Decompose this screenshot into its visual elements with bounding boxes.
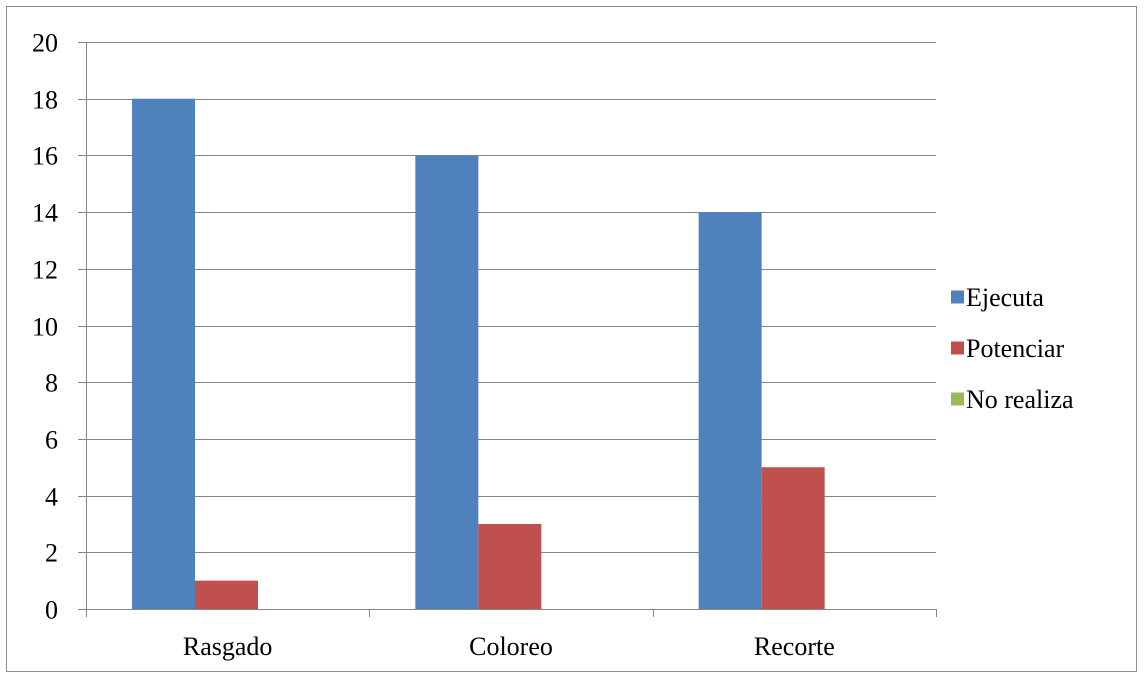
y-tick-label: 0 bbox=[45, 596, 58, 625]
y-tick-label: 6 bbox=[45, 426, 58, 455]
legend-label: Potenciar bbox=[966, 334, 1065, 363]
bars bbox=[132, 98, 825, 609]
y-tick-label: 16 bbox=[32, 142, 58, 171]
axes bbox=[78, 42, 937, 617]
bar-potenciar-coloreo bbox=[478, 523, 542, 609]
y-tick-labels: 0 2 4 6 8 10 12 14 16 18 20 bbox=[32, 29, 58, 625]
legend-label: No realiza bbox=[966, 385, 1074, 414]
bar-ejecuta-rasgado bbox=[132, 98, 195, 609]
y-tick-label: 2 bbox=[45, 539, 58, 568]
y-tick-label: 20 bbox=[32, 29, 58, 58]
x-tick-label: Coloreo bbox=[469, 632, 553, 661]
legend-entry: Ejecuta bbox=[951, 283, 1044, 312]
y-tick-label: 14 bbox=[32, 199, 58, 228]
y-tick-label: 10 bbox=[32, 313, 58, 342]
x-tick-label: Rasgado bbox=[183, 632, 273, 661]
y-tick-label: 12 bbox=[32, 256, 58, 285]
legend-swatch bbox=[951, 392, 964, 406]
bar-ejecuta-coloreo bbox=[415, 155, 479, 609]
x-tick-label: Recorte bbox=[754, 632, 835, 661]
y-tick-label: 4 bbox=[45, 483, 58, 512]
bar-potenciar-rasgado bbox=[195, 580, 258, 609]
legend-entry: Potenciar bbox=[951, 334, 1065, 363]
x-tick-labels: Rasgado Coloreo Recorte bbox=[183, 632, 835, 661]
legend-entry: No realiza bbox=[951, 385, 1074, 414]
legend-swatch bbox=[951, 341, 964, 355]
y-tick-label: 18 bbox=[32, 86, 58, 115]
legend-label: Ejecuta bbox=[966, 283, 1044, 312]
y-tick-label: 8 bbox=[45, 369, 58, 398]
bar-ejecuta-recorte bbox=[698, 212, 762, 609]
bar-potenciar-recorte bbox=[761, 467, 825, 609]
legend: Ejecuta Potenciar No realiza bbox=[951, 283, 1074, 414]
legend-swatch bbox=[951, 290, 964, 304]
